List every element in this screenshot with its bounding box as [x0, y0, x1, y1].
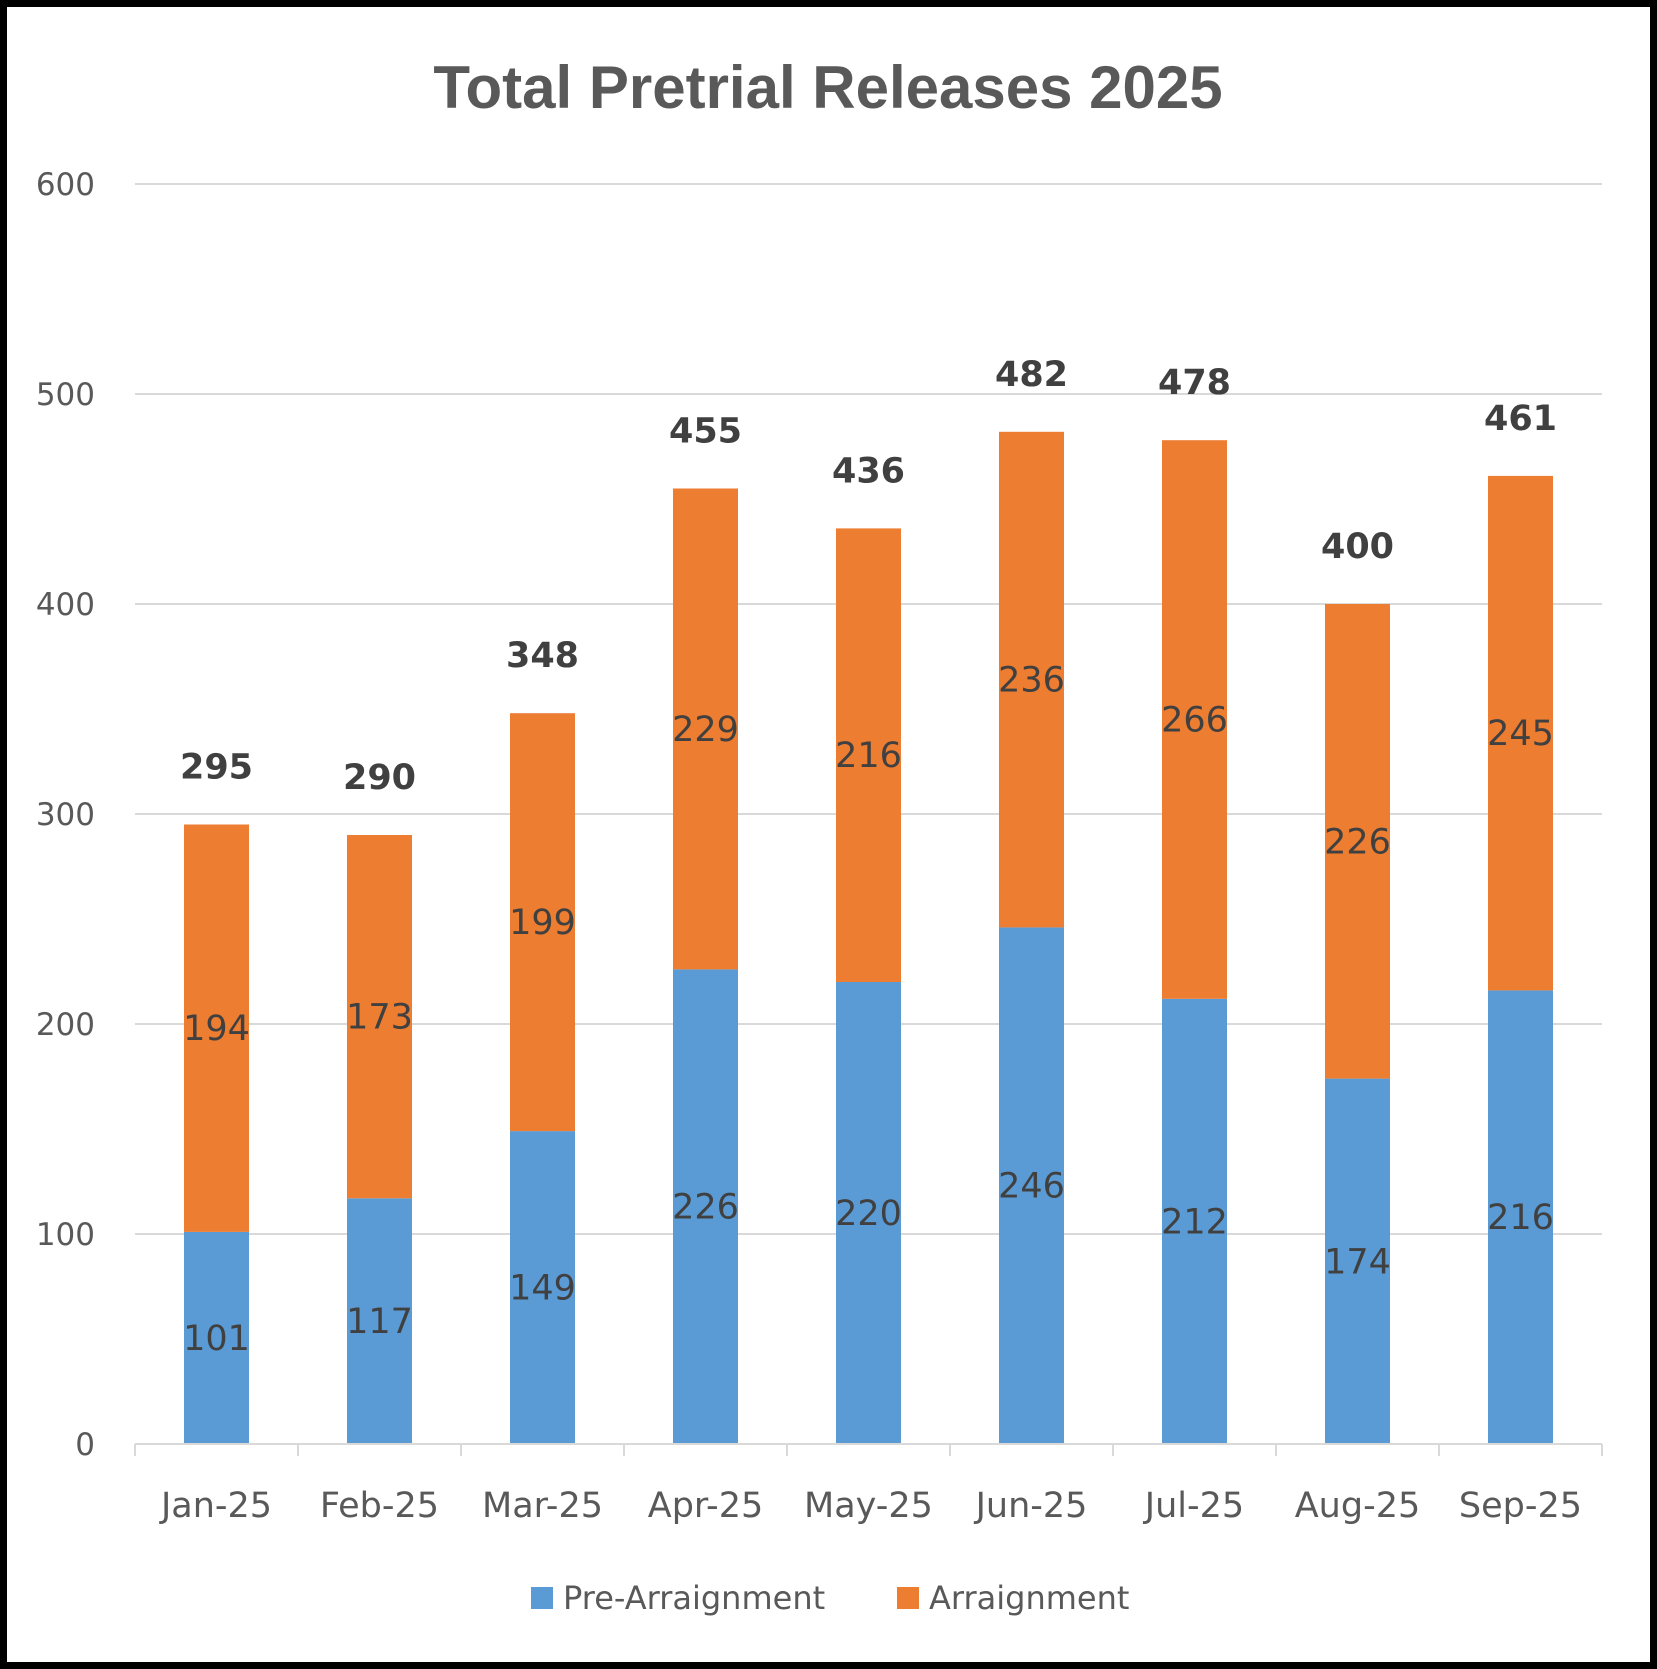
x-axis-ticks: Jan-25 Feb-25 Mar-25 Apr-25 May-25 Jun-25 Jul-…	[159, 1486, 1582, 1526]
data-label-arraignment: 199	[509, 903, 576, 943]
bar-pre-arraignment	[1488, 990, 1553, 1444]
x-tick-label: Jan-25	[159, 1486, 272, 1526]
y-tick-label: 0	[75, 1427, 95, 1463]
data-label-arraignment: 194	[183, 1009, 250, 1049]
x-tick-label: Feb-25	[320, 1486, 439, 1526]
data-label-arraignment: 245	[1487, 714, 1554, 754]
y-tick-label: 300	[36, 797, 95, 833]
bar-pre-arraignment	[184, 1231, 249, 1444]
data-label-total: 461	[1484, 399, 1557, 439]
x-tick-label: Aug-25	[1295, 1486, 1421, 1526]
data-label-total: 436	[832, 451, 905, 491]
y-tick-label: 600	[36, 167, 95, 203]
legend: Pre-Arraignment Arraignment	[531, 1579, 1129, 1617]
data-label-total: 482	[995, 355, 1068, 395]
legend-label-pre-arraignment: Pre-Arraignment	[563, 1579, 825, 1617]
data-label-pre-arraignment: 216	[1487, 1198, 1554, 1238]
bar-arraignment	[510, 713, 575, 1132]
data-label-pre-arraignment: 220	[835, 1194, 902, 1234]
y-axis-ticks: 0 100 200 300 400 500 600	[36, 167, 95, 1463]
chart-title: Total Pretrial Releases 2025	[433, 54, 1222, 121]
data-label-arraignment: 173	[346, 998, 413, 1038]
data-label-total: 400	[1321, 527, 1394, 567]
x-tick-label: Mar-25	[482, 1486, 603, 1526]
bar-arraignment	[1325, 604, 1390, 1079]
bar-pre-arraignment	[836, 982, 901, 1444]
x-tick-label: Jun-25	[974, 1486, 1088, 1526]
x-axis	[134, 1443, 1603, 1456]
bar-arraignment	[1488, 475, 1553, 991]
data-label-total: 290	[343, 758, 416, 798]
data-label-total: 478	[1158, 363, 1231, 403]
data-label-pre-arraignment: 246	[998, 1167, 1065, 1207]
y-tick-label: 100	[36, 1217, 95, 1253]
data-label-pre-arraignment: 174	[1324, 1242, 1391, 1282]
data-label-pre-arraignment: 226	[672, 1188, 739, 1228]
data-label-total: 348	[506, 636, 579, 676]
x-tick-label: Jul-25	[1143, 1486, 1244, 1526]
bar-pre-arraignment	[1162, 998, 1227, 1444]
bar-pre-arraignment	[347, 1198, 412, 1444]
data-label-total: 295	[180, 748, 253, 788]
data-label-arraignment: 266	[1161, 701, 1228, 741]
y-tick-label: 400	[36, 587, 95, 623]
legend-swatch-arraignment	[897, 1587, 919, 1609]
bar-arraignment	[673, 488, 738, 970]
data-label-arraignment: 216	[835, 736, 902, 776]
x-tick-label: Sep-25	[1459, 1486, 1582, 1526]
bar-arraignment	[1162, 440, 1227, 999]
bar-arraignment	[836, 528, 901, 982]
data-label-total: 455	[669, 412, 742, 452]
data-label-pre-arraignment: 117	[346, 1302, 413, 1342]
data-label-arraignment: 236	[998, 661, 1065, 701]
bar-pre-arraignment	[999, 927, 1064, 1444]
bars: 101 194 295 117 173 290 149 199 348 226 229 455 220 2…	[180, 355, 1557, 1444]
x-tick-label: May-25	[804, 1486, 933, 1526]
bar-pre-arraignment	[1325, 1078, 1390, 1444]
data-label-arraignment: 229	[672, 710, 739, 750]
x-tick-label: Apr-25	[648, 1486, 763, 1526]
legend-swatch-pre-arraignment	[531, 1587, 553, 1609]
y-tick-label: 200	[36, 1007, 95, 1043]
y-tick-label: 500	[36, 377, 95, 413]
data-label-pre-arraignment: 212	[1161, 1202, 1228, 1242]
bar-arraignment	[347, 835, 412, 1199]
data-label-pre-arraignment: 149	[509, 1269, 576, 1309]
data-label-arraignment: 226	[1324, 822, 1391, 862]
bar-arraignment	[999, 431, 1064, 928]
bar-arraignment	[184, 824, 249, 1232]
legend-label-arraignment: Arraignment	[929, 1579, 1129, 1617]
bar-pre-arraignment	[510, 1131, 575, 1444]
bar-pre-arraignment	[673, 969, 738, 1444]
data-label-pre-arraignment: 101	[183, 1319, 250, 1359]
